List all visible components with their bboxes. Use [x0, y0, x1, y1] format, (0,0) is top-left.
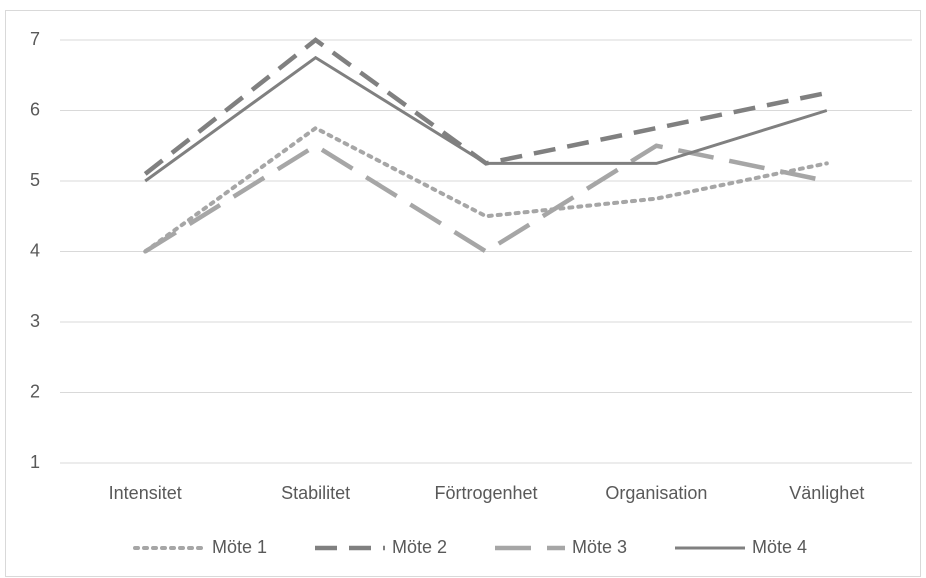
- series-line: [144, 55, 828, 183]
- x-tick-label: Intensitet: [109, 483, 182, 503]
- y-tick-label: 5: [30, 170, 40, 190]
- series-line: [143, 125, 829, 254]
- series-line: [144, 143, 828, 255]
- x-tick-label: Förtrogenhet: [434, 483, 537, 503]
- y-tick-label: 7: [30, 29, 40, 49]
- x-tick-label: Organisation: [605, 483, 707, 503]
- y-tick-label: 1: [30, 452, 40, 472]
- x-tick-label: Vänlighet: [789, 483, 864, 503]
- x-tick-label: Stabilitet: [281, 483, 350, 503]
- y-tick-label: 2: [30, 381, 40, 401]
- y-tick-label: 6: [30, 99, 40, 119]
- legend-label: Möte 2: [392, 537, 447, 557]
- legend-label: Möte 3: [572, 537, 627, 557]
- legend-label: Möte 4: [752, 537, 807, 557]
- y-tick-label: 4: [30, 240, 40, 260]
- legend-label: Möte 1: [212, 537, 267, 557]
- y-tick-label: 3: [30, 311, 40, 331]
